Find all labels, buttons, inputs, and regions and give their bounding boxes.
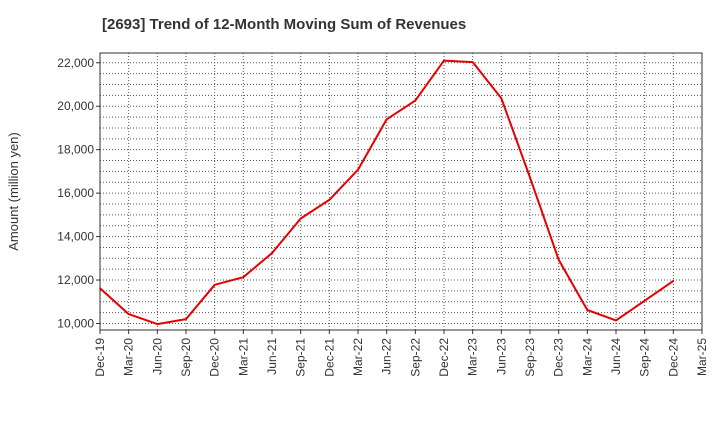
x-tick-label: Sep-23: [523, 338, 537, 377]
x-tick-label: Jun-22: [380, 338, 394, 375]
y-tick-label: 20,000: [57, 99, 94, 113]
y-tick-label: 22,000: [57, 56, 94, 70]
y-tick-label: 10,000: [57, 316, 94, 330]
x-tick-label: Sep-21: [294, 338, 308, 377]
plot-area: [100, 53, 702, 330]
x-tick-label: Dec-24: [666, 338, 680, 377]
x-tick-label: Jun-24: [609, 338, 623, 375]
plot-border: [99, 52, 703, 331]
x-tick-label: Sep-20: [179, 338, 193, 377]
data-point: [127, 313, 130, 315]
x-tick-label: Sep-24: [638, 338, 652, 377]
x-tick-label: Jun-20: [150, 338, 164, 375]
x-tick-label: Jun-23: [494, 338, 508, 375]
x-tick-label: Dec-20: [208, 338, 222, 377]
y-tick-label: 12,000: [57, 273, 94, 287]
y-tick-label: 14,000: [57, 230, 94, 244]
x-tick-label: Sep-22: [408, 338, 422, 377]
data-point: [385, 118, 388, 121]
chart-title: [2693] Trend of 12-Month Moving Sum of R…: [102, 16, 467, 33]
data-point: [156, 323, 159, 325]
data-point: [185, 318, 187, 320]
data-point: [615, 319, 617, 322]
data-point: [471, 61, 474, 63]
y-tick-label: 16,000: [57, 186, 94, 200]
data-point: [557, 259, 560, 261]
data-point: [242, 276, 245, 279]
data-point: [299, 217, 302, 220]
data-point: [443, 59, 445, 62]
x-tick-label: Mar-23: [466, 338, 480, 376]
data-point: [414, 99, 417, 102]
data-point: [213, 284, 216, 286]
x-tick-label: Dec-22: [437, 338, 451, 377]
x-tick-label: Mar-20: [122, 338, 136, 376]
x-tick-label: Dec-19: [93, 338, 107, 377]
data-point: [500, 97, 503, 99]
data-point: [672, 280, 675, 282]
data-point: [99, 287, 101, 290]
data-point: [357, 168, 359, 171]
data-point: [643, 299, 646, 302]
x-tick-label: Dec-23: [552, 338, 566, 377]
y-axis-title: Amount (million yen): [6, 132, 21, 251]
data-point: [586, 309, 589, 311]
x-tick-label: Mar-22: [351, 338, 365, 376]
data-point: [529, 176, 531, 179]
x-tick-label: Dec-21: [322, 338, 336, 377]
x-tick-label: Jun-21: [265, 338, 279, 375]
x-tick-label: Mar-25: [695, 338, 709, 376]
x-tick-label: Mar-21: [236, 338, 250, 376]
x-tick-label: Mar-24: [580, 338, 594, 376]
data-point: [328, 199, 331, 201]
data-point: [271, 252, 273, 254]
y-tick-label: 18,000: [57, 143, 94, 157]
